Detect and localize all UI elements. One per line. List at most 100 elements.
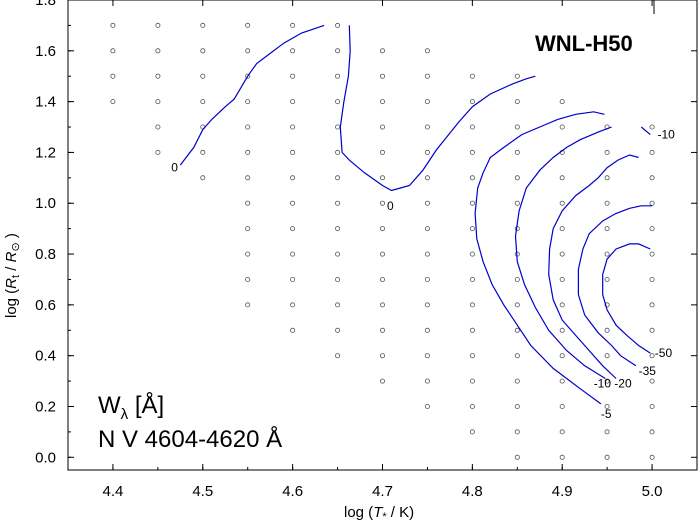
grid-point — [379, 200, 385, 206]
grid-point — [110, 48, 116, 54]
grid-point — [559, 429, 565, 435]
grid-point — [245, 226, 251, 232]
x-tick-label: 4.5 — [192, 483, 213, 500]
grid-point — [604, 251, 610, 257]
y-tick-label: 0.6 — [35, 297, 56, 314]
grid-point — [379, 124, 385, 130]
grid-point — [379, 302, 385, 308]
grid-point — [514, 378, 520, 384]
grid-point — [649, 251, 655, 257]
grid-point — [335, 302, 341, 308]
grid-point — [514, 429, 520, 435]
grid-point — [604, 429, 610, 435]
grid-point — [200, 149, 206, 155]
grid-point — [245, 149, 251, 155]
grid-point — [110, 99, 116, 105]
grid-point — [649, 200, 655, 206]
grid-point — [379, 149, 385, 155]
grid-point — [649, 149, 655, 155]
grid-point — [290, 99, 296, 105]
x-tick-label: 4.6 — [282, 483, 303, 500]
grid-point — [559, 175, 565, 181]
grid-point — [604, 226, 610, 232]
grid-point — [649, 353, 655, 359]
grid-point — [514, 403, 520, 409]
grid-point — [290, 200, 296, 206]
contour-labels: 00-5-10 -20-35-50-10 — [171, 128, 675, 422]
grid-point — [424, 200, 430, 206]
grid-point — [514, 200, 520, 206]
contour-line — [548, 154, 639, 379]
grid-point — [290, 22, 296, 28]
x-tick-label: 5.0 — [642, 483, 663, 500]
grid-point — [514, 124, 520, 130]
grid-point — [559, 454, 565, 460]
grid-point — [245, 22, 251, 28]
grid-point — [379, 251, 385, 257]
y-tick-label: 1.8 — [35, 0, 56, 9]
grid-point — [379, 73, 385, 79]
grid-point — [604, 149, 610, 155]
grid-point — [649, 327, 655, 333]
grid-point — [649, 302, 655, 308]
grid-point — [424, 353, 430, 359]
grid-point — [245, 276, 251, 282]
grid-point — [290, 251, 296, 257]
grid-point — [379, 175, 385, 181]
contour-line — [179, 24, 325, 166]
contour-label: -35 — [639, 364, 657, 378]
grid-point — [290, 302, 296, 308]
grid-point — [290, 149, 296, 155]
contour-line — [577, 205, 653, 367]
y-tick-label: 0.4 — [35, 348, 56, 365]
grid-point — [559, 302, 565, 308]
grid-point — [379, 48, 385, 54]
y-tick-label: 1.6 — [35, 43, 56, 60]
contour-label: -5 — [601, 407, 612, 421]
grid-point — [335, 175, 341, 181]
grid-point — [604, 302, 610, 308]
y-tick-label: 1.0 — [35, 195, 56, 212]
grid-point — [559, 124, 565, 130]
y-tick-label: 0.0 — [35, 449, 56, 466]
contour-line — [640, 126, 651, 136]
grid-point — [200, 48, 206, 54]
grid-point — [469, 175, 475, 181]
grid-point — [559, 226, 565, 232]
grid-point — [335, 226, 341, 232]
grid-point — [155, 73, 161, 79]
grid-point — [290, 276, 296, 282]
grid-point — [335, 251, 341, 257]
y-tick-label: 0.2 — [35, 398, 56, 415]
contour-lines — [179, 24, 653, 405]
grid-point — [469, 73, 475, 79]
annotation-unit: [Å] — [128, 391, 164, 419]
grid-point — [649, 175, 655, 181]
grid-point — [604, 276, 610, 282]
grid-point — [290, 226, 296, 232]
grid-point — [514, 175, 520, 181]
grid-point — [469, 226, 475, 232]
grid-point — [200, 99, 206, 105]
grid-point — [155, 149, 161, 155]
grid-point — [469, 302, 475, 308]
y-tick-label: 1.4 — [35, 94, 56, 111]
grid-point — [649, 226, 655, 232]
grid-point — [245, 73, 251, 79]
grid-point — [424, 149, 430, 155]
grid-point — [110, 73, 116, 79]
grid-point — [335, 353, 341, 359]
grid-point — [649, 454, 655, 460]
grid-point — [604, 200, 610, 206]
grid-point — [424, 48, 430, 54]
grid-point — [604, 353, 610, 359]
grid-point — [469, 149, 475, 155]
contour-line — [339, 25, 536, 192]
grid-point — [604, 378, 610, 384]
x-tick-label: 4.7 — [372, 483, 393, 500]
grid-point — [335, 149, 341, 155]
grid-point — [290, 48, 296, 54]
grid-point — [469, 403, 475, 409]
grid-point — [649, 124, 655, 130]
grid-point — [514, 73, 520, 79]
